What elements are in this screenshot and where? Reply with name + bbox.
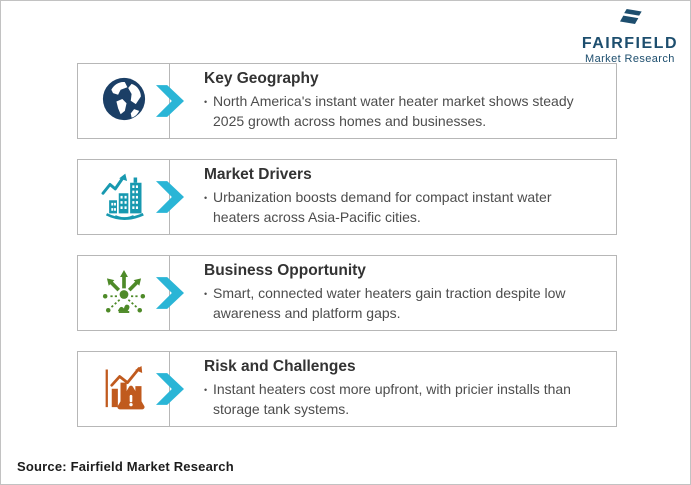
card-description: • Smart, connected water heaters gain tra… (204, 284, 566, 321)
card-description: • Urbanization boosts demand for compact … (204, 188, 552, 225)
fairfield-flag-icon (617, 9, 643, 34)
risk-warning-chart-icon (96, 359, 152, 420)
icon-cell (78, 64, 170, 138)
chevron-right-icon (156, 373, 184, 405)
card-title: Key Geography (204, 70, 319, 88)
source-attribution: Source: Fairfield Market Research (17, 459, 234, 474)
logo-brand-text: FAIRFIELD (581, 35, 678, 52)
card-business-opportunity: Business Opportunity • Smart, connected w… (77, 255, 617, 331)
info-cards: Key Geography • North America's instant w… (77, 63, 617, 447)
card-title: Market Drivers (204, 166, 312, 184)
card-text: Market Drivers • Urbanization boosts dema… (170, 160, 616, 234)
bullet-marker: • (204, 96, 208, 107)
icon-cell (78, 160, 170, 234)
card-title: Risk and Challenges (204, 358, 356, 376)
card-key-geography: Key Geography • North America's instant w… (77, 63, 617, 139)
icon-cell (78, 256, 170, 330)
card-text: Risk and Challenges • Instant heaters cos… (170, 352, 616, 426)
globe-icon (97, 72, 151, 131)
card-description: • Instant heaters cost more upfront, with… (204, 380, 571, 417)
icon-cell (78, 352, 170, 426)
bullet-marker: • (204, 288, 208, 299)
card-text: Business Opportunity • Smart, connected w… (170, 256, 616, 330)
chevron-right-icon (156, 277, 184, 309)
card-text: Key Geography • North America's instant w… (170, 64, 616, 138)
card-description: • North America's instant water heater ma… (204, 92, 574, 129)
card-market-drivers: Market Drivers • Urbanization boosts dema… (77, 159, 617, 235)
city-growth-icon (96, 167, 152, 228)
bullet-marker: • (204, 384, 208, 395)
expansion-arrows-icon (96, 263, 152, 324)
fairfield-logo: FAIRFIELD Market Research (582, 9, 678, 65)
chevron-right-icon (156, 181, 184, 213)
card-title: Business Opportunity (204, 262, 366, 280)
logo-tagline-text: Market Research (585, 53, 675, 65)
card-risk-and-challenges: Risk and Challenges • Instant heaters cos… (77, 351, 617, 427)
chevron-right-icon (156, 85, 184, 117)
bullet-marker: • (204, 192, 208, 203)
